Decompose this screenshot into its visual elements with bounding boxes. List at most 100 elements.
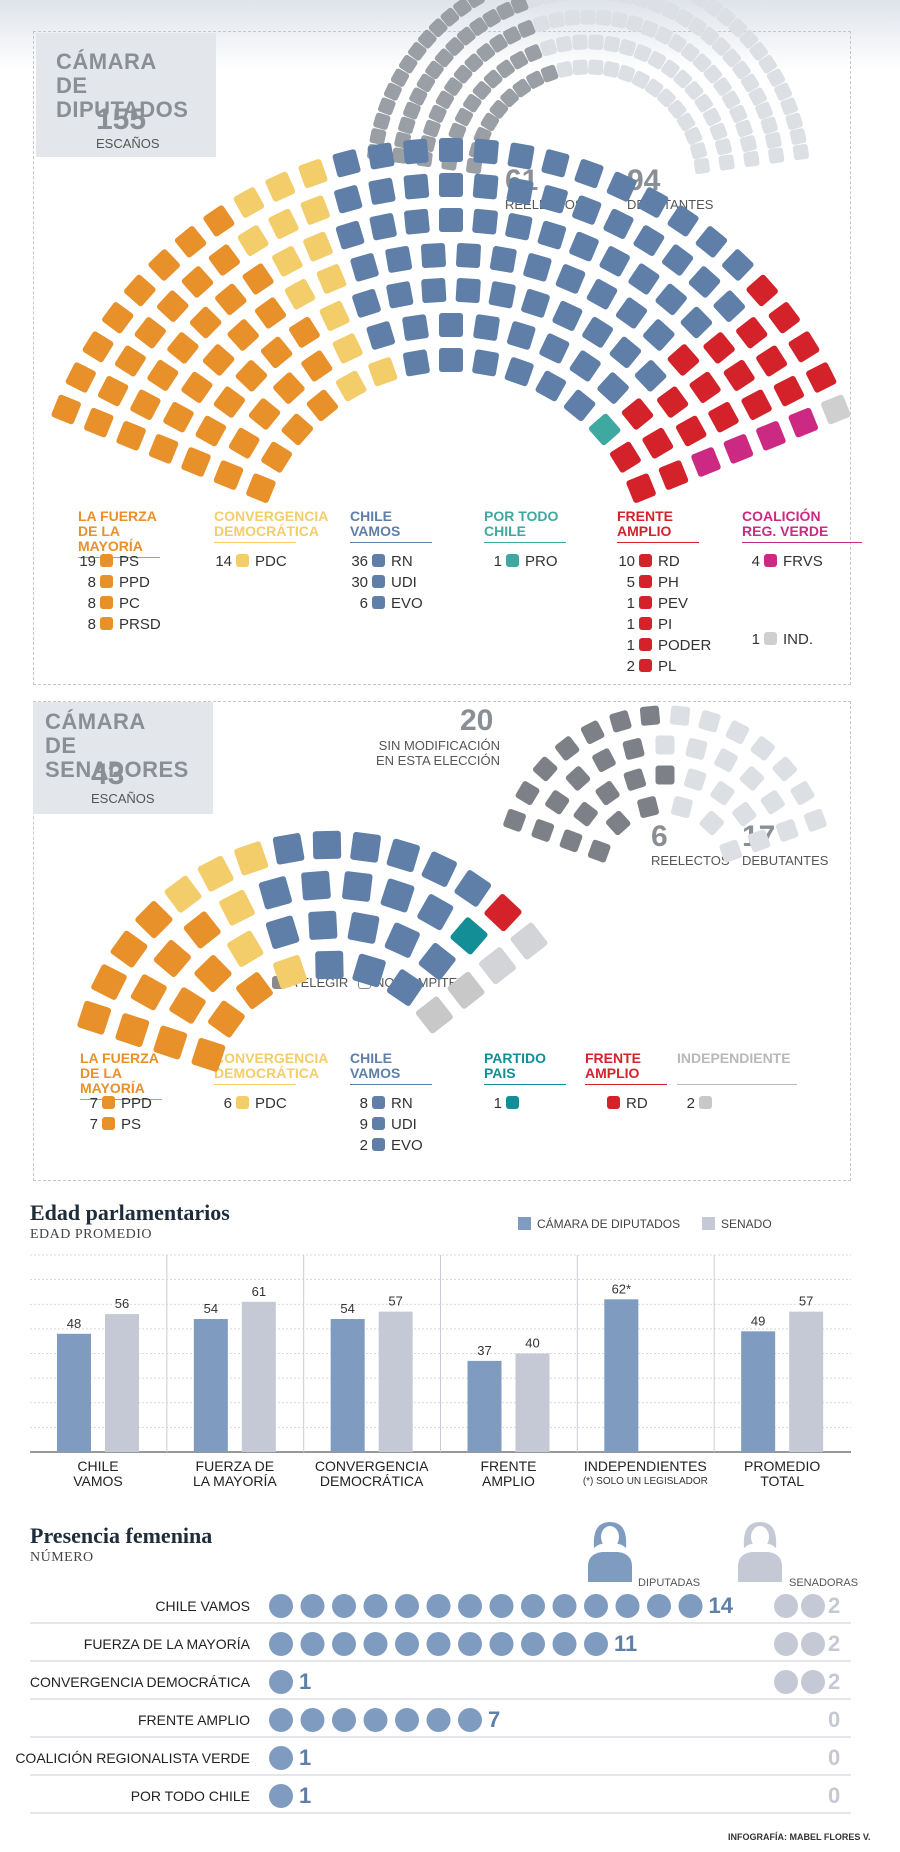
diputados-mini-hemicycle-seat [448,122,467,141]
diputados-hemicycle-seat [603,208,634,239]
diputados-hemicycle-seat [130,389,161,420]
diputados-subparty-row: 8 PPD [72,573,150,593]
diputada-icon [588,1522,632,1582]
senadores-hemicycle-seat [197,855,234,892]
senadores-subparty-label: PS [121,1116,142,1133]
diputados-subparty-label: PRO [525,553,558,570]
senadores-hemicycle-seat [183,911,221,949]
diputados-hemicycle-seat [523,253,552,282]
diputados-mini-hemicycle-seat [676,112,696,132]
diputados-party-name-line2: REG. VERDE [742,523,829,539]
diputados-hemicycle-seat [506,177,534,205]
senadores-subparty-count: 9 [359,1116,368,1133]
diputada-dot [552,1632,577,1656]
diputados-subparty-row: 5 PH [611,573,679,593]
diputados-mini-hemicycle-seat [482,9,501,28]
diputados-mini-hemicycle-seat [428,18,448,38]
diputados-mini-hemicycle-seat [403,101,421,120]
diputados-party-name-line2: DEMOCRÁTICA [214,523,319,539]
diputados-mini-hemicycle-seat [768,147,785,164]
diputados-hemicycle-seat [208,244,240,276]
diputados-total-label: ESCAÑOS [96,136,160,151]
senadores-hemicycle-seat [191,1037,226,1072]
senadores-mini-hemicycle-seat [545,790,570,815]
bar-diputados [604,1299,639,1452]
senadoras-count: 0 [828,1783,841,1808]
diputados-mini-hemicycle-seat [425,60,444,80]
diputados-hemicycle-seat [489,246,517,273]
diputados-mini-hemicycle-seat [780,97,798,116]
diputada-dot [647,1594,671,1618]
diputados-mini-hemicycle-seat [434,48,454,68]
diputados-hemicycle-seat [386,281,414,309]
diputados-party-name: COALICIÓN REG. VERDE [742,509,862,543]
bar-label-diputados: 37 [477,1343,491,1358]
diputada-dot [300,1632,325,1656]
diputados-mini-hemicycle-seat [760,116,778,134]
senadores-hemicycle-seat [421,851,457,887]
diputados-hemicycle-seat [626,473,656,503]
senadores-hemicycle-seat [352,953,386,988]
bar-diputados [741,1331,776,1452]
senadores-total-label: ESCAÑOS [91,791,155,806]
senadores-subparty-row: 7 PS [74,1115,141,1135]
diputados-hemicycle-seat [689,371,721,403]
diputados-subparty-row: 8 PRSD [72,615,161,635]
senadores-mini-hemicycle-seat [655,765,675,785]
diputados-subparty-swatch [372,554,385,567]
female-row-label: CHILE VAMOS [155,1598,250,1614]
senadores-subparty-label: EVO [391,1137,423,1154]
femenina-subtitle: NÚMERO [30,1550,94,1565]
diputados-hemicycle-seat [713,290,746,322]
diputados-mini-hemicycle-seat [407,41,427,61]
diputados-mini-hemicycle-seat [444,77,463,96]
diputados-mini-hemicycle-seat [631,70,650,89]
senadores-mini-hemicycle-seat [750,736,775,761]
senadores-hemicycle-seat [386,838,420,873]
diputados-subparty-count: 1 [626,595,635,612]
senadores-party-name: INDEPENDIENTE [677,1051,797,1085]
diputados-subparty-count: 8 [87,616,96,633]
diputados-hemicycle-seat [51,394,81,425]
diputados-hemicycle-seat [456,243,481,268]
diputados-mini-hemicycle-seat [700,26,720,46]
senadores-subparty-label: UDI [391,1116,417,1133]
bar-diputados [330,1319,365,1452]
diputados-mini-hemicycle-seat [398,54,418,74]
diputados-subparty-count: 30 [351,574,368,591]
diputados-hemicycle [51,138,851,503]
diputados-subparty-row: 36 RN [344,552,412,572]
diputados-party-name-line1: CHILE [350,508,392,524]
bar-senado [241,1301,276,1452]
senadores-reelectos-label: REELECTOS [651,853,730,868]
diputada-dot [426,1594,451,1618]
diputados-hemicycle-seat [569,231,599,262]
senadores-party-name-line2: VAMOS [350,1065,401,1081]
diputados-hemicycle-seat [756,421,786,451]
diputados-mini-hemicycle-seat [611,11,628,29]
diputada-dot [332,1632,356,1656]
diputados-hemicycle-seat [203,205,235,237]
senadores-hemicycle-seat [194,955,232,993]
diputados-hemicycle-seat [788,407,819,438]
bar-senado [105,1314,139,1452]
diputados-hemicycle-seat [369,213,397,241]
female-row-label: FRENTE AMPLIO [137,1712,250,1728]
diputados-hemicycle-seat [97,375,129,407]
diputada-dot [489,1632,514,1656]
diputados-mini-hemicycle-seat [713,77,732,96]
bar-label-senado: 56 [115,1296,129,1311]
diputada-dot [269,1632,293,1656]
diputados-mini-hemicycle-seat [654,26,673,45]
diputados-hemicycle-seat [667,344,700,376]
diputados-mini-hemicycle-seat [526,70,545,89]
diputados-hemicycle-seat [335,370,367,402]
edad-title: Edad parlamentarios [30,1200,230,1225]
diputados-mini-hemicycle-seat [667,99,687,119]
diputados-mini-hemicycle-seat [472,81,492,100]
senadores-mini-hemicycle-seat [775,819,799,842]
senadores-subparty-count: 2 [359,1137,368,1154]
senadores-hemicycle-seat [312,830,342,860]
diputados-hemicycle-seat [124,274,156,307]
